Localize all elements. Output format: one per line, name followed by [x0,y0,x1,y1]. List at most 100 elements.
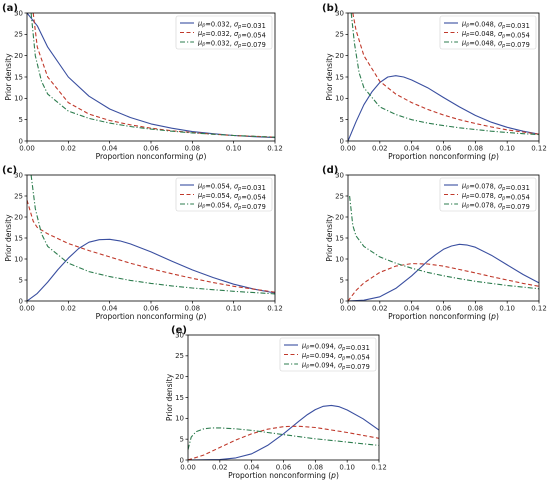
legend-entry-3: μp=0.078, σp=0.079 [461,200,530,211]
y-axis-label: Prior density [165,373,174,421]
y-tick-label: 30 [14,171,23,179]
legend-box [175,15,273,50]
x-tick-label: 0.06 [143,145,159,153]
x-axis-label: Proportion nonconforming (p) [388,312,499,321]
x-tick-label: 0.06 [436,305,452,313]
x-axis-label: Proportion nonconforming (p) [96,152,207,161]
x-tick-label: 0.04 [244,464,260,472]
x-tick-label: 0.08 [185,305,201,313]
y-tick-label: 15 [335,73,344,81]
y-tick-label: 10 [335,255,344,263]
panel-label: (d) [322,165,338,176]
x-tick-label: 0.10 [499,305,515,313]
x-tick-label: 0.04 [102,305,118,313]
legend-box [279,337,377,372]
x-tick-label: 0.08 [185,145,201,153]
x-tick-label: 0.02 [372,305,388,313]
series-line-3 [350,13,539,136]
legend-entry-2: μp=0.078, σp=0.054 [461,191,530,202]
legend-entry-1: μp=0.078, σp=0.031 [461,181,530,192]
x-tick-label: 0.04 [404,305,420,313]
y-tick-label: 30 [175,331,184,339]
x-tick-label: 0.10 [226,145,242,153]
x-tick-label: 0.12 [371,464,387,472]
x-axis-label: Proportion nonconforming (p) [96,312,207,321]
panel-label: (b) [322,3,338,14]
series-line-2 [188,425,379,460]
x-tick-label: 0.00 [19,145,35,153]
x-tick-label: 0.00 [340,305,356,313]
y-axis-label: Prior density [325,53,334,101]
chart-panel-b: (b) 0.00 0.02 0.04 0.06 0.08 0.10 0.12 0 5 10 15 20 2… [322,3,547,161]
y-tick-label: 5 [180,436,184,444]
y-tick-label: 0 [340,137,344,145]
y-tick-label: 30 [335,9,344,17]
x-tick-label: 0.12 [531,305,547,313]
chart-panel-d: (d) 0.00 0.02 0.04 0.06 0.08 0.10 0.12 0 5 10 15 20 2… [322,165,547,321]
series-line-2 [352,13,539,135]
y-tick-label: 20 [335,213,344,221]
y-tick-label: 20 [14,52,23,60]
y-tick-label: 30 [14,9,23,17]
y-tick-label: 20 [14,213,23,221]
y-tick-label: 15 [335,234,344,242]
x-tick-label: 0.12 [531,145,547,153]
series-line-1 [27,238,275,301]
x-tick-label: 0.00 [180,464,196,472]
y-tick-label: 25 [175,352,184,360]
chart-panel-c: (c) 0.00 0.02 0.04 0.06 0.08 0.10 0.12 0 5 10 15 20 2… [2,165,283,321]
panel-label: (c) [2,165,17,176]
series-line-3 [349,195,539,290]
x-tick-label: 0.06 [276,464,292,472]
series-line-2 [348,263,539,301]
legend-entry-2: μp=0.094, σp=0.054 [301,351,370,362]
series-line-1 [348,243,539,301]
series-line-1 [27,13,275,139]
panel-label: (e) [171,325,187,336]
y-tick-label: 0 [180,456,184,464]
legend-entry-2: μp=0.048, σp=0.054 [461,29,530,40]
chart-panel-e: (e) 0.00 0.02 0.04 0.06 0.08 0.10 0.12 0 5 10 15 20 2… [165,325,387,480]
series-line-2 [32,13,275,138]
x-tick-label: 0.10 [226,305,242,313]
y-axis-label: Prior density [4,53,13,101]
legend-box [439,15,537,50]
legend-entry-3: μp=0.054, σp=0.079 [197,200,266,211]
y-tick-label: 10 [14,95,23,103]
x-tick-label: 0.02 [212,464,228,472]
y-tick-label: 30 [335,171,344,179]
y-axis-label: Prior density [4,214,13,262]
x-tick-label: 0.08 [468,145,484,153]
y-tick-label: 5 [340,116,344,124]
x-tick-label: 0.08 [308,464,324,472]
x-tick-label: 0.06 [436,145,452,153]
legend-entry-1: μp=0.032, σp=0.031 [197,19,266,30]
y-tick-label: 5 [340,276,344,284]
series-line-3 [30,13,275,138]
y-tick-label: 25 [335,192,344,200]
y-tick-label: 10 [175,415,184,423]
legend-entry-3: μp=0.032, σp=0.079 [197,38,266,49]
y-tick-label: 15 [14,73,23,81]
panel-label: (a) [2,3,18,14]
legend-entry-3: μp=0.048, σp=0.079 [461,38,530,49]
x-tick-label: 0.00 [19,305,35,313]
x-tick-label: 0.02 [61,145,77,153]
legend-entry-2: μp=0.032, σp=0.054 [197,29,266,40]
y-tick-label: 0 [340,297,344,305]
legend-entry-1: μp=0.054, σp=0.031 [197,181,266,192]
x-axis-label: Proportion nonconforming (p) [388,152,499,161]
y-tick-label: 15 [14,234,23,242]
x-tick-label: 0.12 [267,305,283,313]
legend-entry-1: μp=0.048, σp=0.031 [461,19,530,30]
y-tick-label: 25 [335,31,344,39]
legend-box [175,177,273,212]
x-tick-label: 0.06 [143,305,159,313]
x-tick-label: 0.04 [102,145,118,153]
y-tick-label: 5 [19,276,23,284]
